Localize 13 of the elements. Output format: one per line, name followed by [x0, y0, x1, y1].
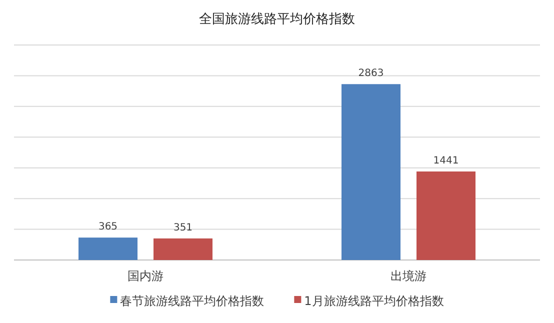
data-label: 1441 — [433, 155, 459, 166]
x-tick-label: 出境游 — [390, 269, 426, 283]
bar — [416, 171, 476, 260]
bar — [78, 238, 138, 260]
data-label: 351 — [173, 222, 193, 234]
legend-label: 春节旅游线路平均价格指数 — [120, 294, 264, 308]
bar — [342, 84, 400, 260]
data-label: 2863 — [358, 68, 384, 80]
chart-title: 全国旅游线路平均价格指数 — [199, 12, 355, 27]
legend-label: 1月旅游线路平均价格指数 — [304, 294, 444, 308]
x-tick-label: 国内游 — [128, 269, 164, 283]
data-label: 365 — [98, 222, 118, 233]
bar — [154, 238, 212, 260]
